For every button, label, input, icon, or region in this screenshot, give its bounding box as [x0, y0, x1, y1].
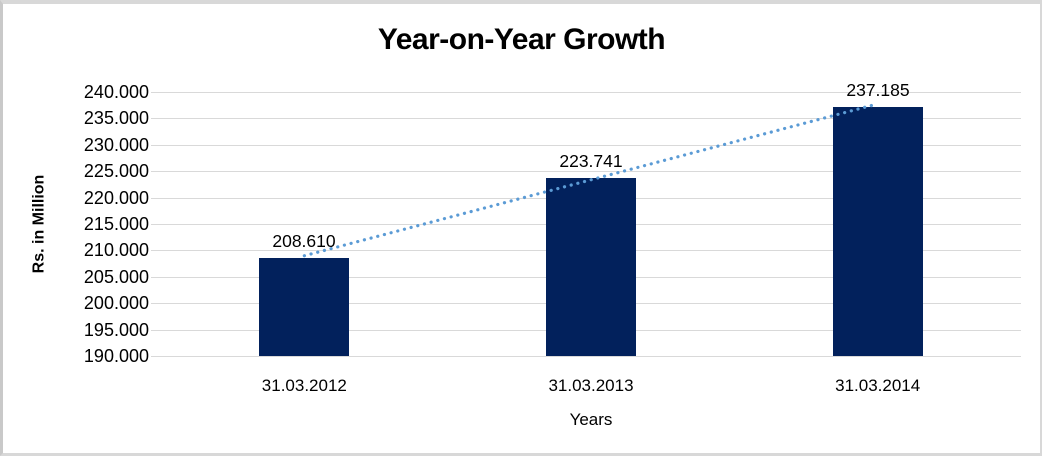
y-axis-tick — [151, 303, 161, 304]
gridline — [161, 118, 1021, 119]
y-axis-title-text: Rs. in Million — [30, 174, 48, 274]
y-axis-tick — [151, 145, 161, 146]
y-axis-tick-label: 200.000 — [83, 293, 149, 313]
y-axis-tick — [151, 198, 161, 199]
x-axis-title: Years — [569, 410, 613, 429]
y-axis-tick-label: 195.000 — [83, 320, 149, 340]
trendline — [302, 102, 880, 258]
gridline — [161, 171, 1021, 172]
gridline — [161, 145, 1021, 146]
y-axis-tick-label: 190.000 — [83, 346, 149, 366]
bar — [833, 107, 923, 356]
y-axis-tick-label: 225.000 — [83, 161, 149, 181]
bar — [259, 258, 349, 356]
y-axis-tick — [151, 92, 161, 93]
plot-area: 240.000 235.000 230.000 225.000 220.000 215.0… — [84, 80, 1021, 366]
y-axis-tick — [151, 224, 161, 225]
gridline — [161, 356, 1021, 357]
y-axis-tick-label: 240.000 — [83, 82, 149, 102]
bar-data-label: 208.610 — [272, 231, 336, 251]
x-axis-tick-label: 31.03.2013 — [548, 376, 634, 395]
chart-title: Year-on-Year Growth — [377, 23, 666, 56]
x-axis-tick-labels: 31.03.2012 31.03.2013 31.03.2014 — [161, 376, 1021, 396]
bar-data-label: 223.741 — [559, 151, 623, 171]
y-axis-tick — [151, 118, 161, 119]
y-axis-tick — [151, 356, 161, 357]
y-axis-tick — [151, 277, 161, 278]
y-axis-tick-label: 210.000 — [83, 240, 149, 260]
bar-data-label: 237.185 — [846, 80, 910, 100]
y-axis-tick-label: 220.000 — [83, 188, 149, 208]
bar — [546, 178, 636, 356]
y-axis-tick-label: 235.000 — [83, 108, 149, 128]
y-axis-tick-label: 230.000 — [83, 135, 149, 155]
y-axis-tick-label: 205.000 — [83, 267, 149, 287]
gridline — [161, 92, 1021, 93]
x-axis-tick-label: 31.03.2012 — [261, 376, 347, 395]
y-axis-tick — [151, 330, 161, 331]
x-axis-tick-label: 31.03.2014 — [835, 376, 921, 395]
y-axis-tick-label: 215.000 — [83, 214, 149, 234]
y-axis-tick — [151, 171, 161, 172]
y-axis-tick — [151, 250, 161, 251]
